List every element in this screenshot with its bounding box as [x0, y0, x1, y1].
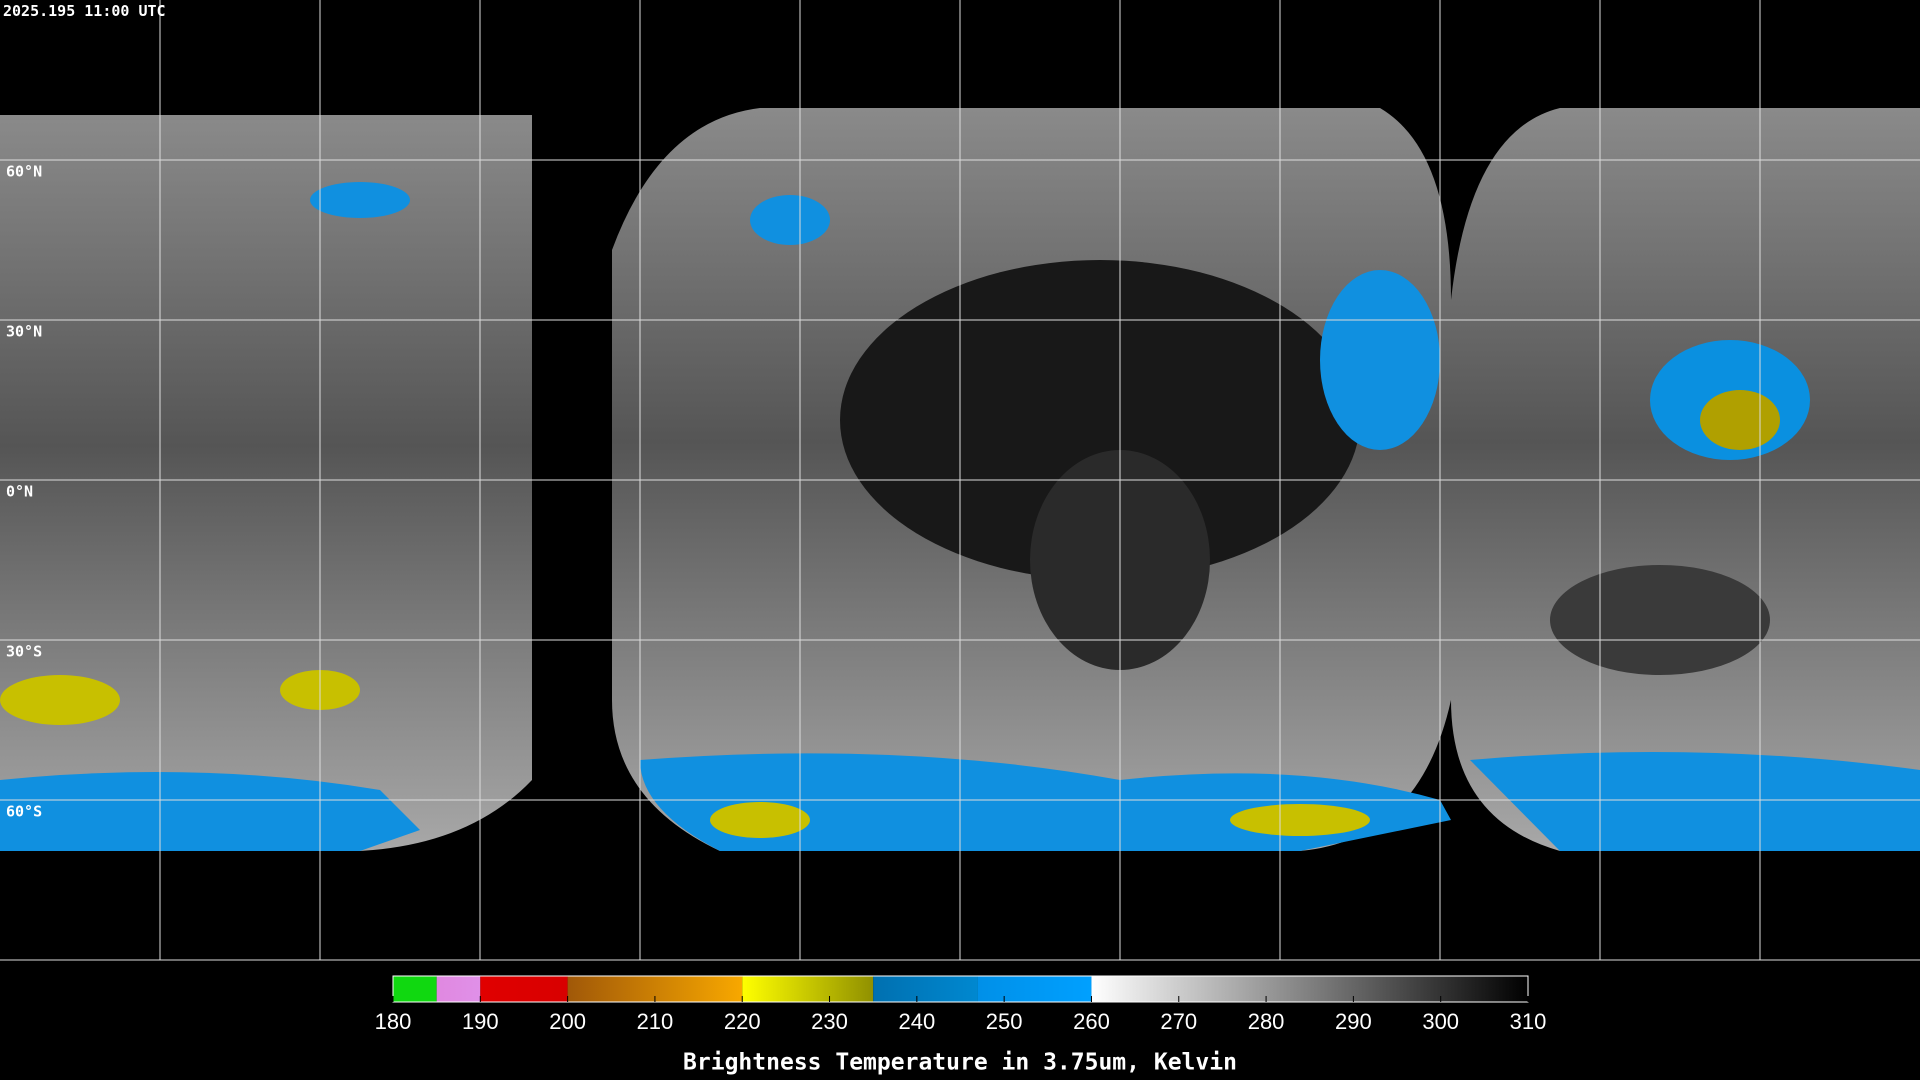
colorbar-tick-label: 240 — [898, 1009, 935, 1034]
cloud-band — [1470, 752, 1920, 851]
imagery-west — [0, 115, 532, 851]
colorbar-segment — [393, 976, 437, 1002]
dark-land — [840, 260, 1360, 580]
colorbar-frame — [392, 975, 1529, 1003]
cloud-band — [310, 182, 410, 218]
colorbar-segment — [1091, 976, 1528, 1002]
colorbar: 180 190 200 210 220 230 240 250 260 270 280 290 300 3… — [375, 975, 1547, 1034]
cloud-cold — [710, 802, 810, 838]
dark-land — [1550, 565, 1770, 675]
graticule — [0, 0, 1920, 961]
colorbar-segment — [977, 976, 1092, 1002]
cloud-band — [750, 195, 830, 245]
colorbar-tick-label: 210 — [637, 1009, 674, 1034]
lat-label: 60°N — [6, 163, 42, 181]
cloud-cold — [1230, 804, 1370, 836]
colorbar-tick-label: 290 — [1335, 1009, 1372, 1034]
colorbar-segment — [873, 976, 978, 1002]
lat-label: 30°S — [6, 643, 42, 661]
colorbar-tick-label: 200 — [549, 1009, 586, 1034]
colorbar-tick-label: 280 — [1248, 1009, 1285, 1034]
lat-label: 0°N — [6, 483, 33, 501]
colorbar-tick-label: 220 — [724, 1009, 761, 1034]
lat-labels: 60°N 30°N 0°N 30°S 60°S — [6, 163, 42, 821]
colorbar-tick-label: 270 — [1160, 1009, 1197, 1034]
timestamp: 2025.195 11:00 UTC — [3, 2, 166, 20]
colorbar-tick-label: 300 — [1422, 1009, 1459, 1034]
cloud-band — [1320, 270, 1440, 450]
colorbar-tick-label: 260 — [1073, 1009, 1110, 1034]
cloud-cold — [1700, 390, 1780, 450]
cloud-cold — [0, 675, 120, 725]
colorbar-title: Brightness Temperature in 3.75um, Kelvin — [683, 1050, 1237, 1076]
colorbar-tick-label: 180 — [375, 1009, 412, 1034]
colorbar-segment — [480, 976, 568, 1002]
lat-label: 60°S — [6, 803, 42, 821]
satellite-imagery — [0, 108, 1920, 851]
colorbar-tick-label: 250 — [986, 1009, 1023, 1034]
lat-label: 30°N — [6, 323, 42, 341]
colorbar-tick-label: 190 — [462, 1009, 499, 1034]
colorbar-segment — [436, 976, 481, 1002]
colorbar-segment — [742, 976, 874, 1002]
cloud-band — [0, 772, 420, 851]
colorbar-tick-label: 230 — [811, 1009, 848, 1034]
colorbar-tick-label: 310 — [1510, 1009, 1547, 1034]
